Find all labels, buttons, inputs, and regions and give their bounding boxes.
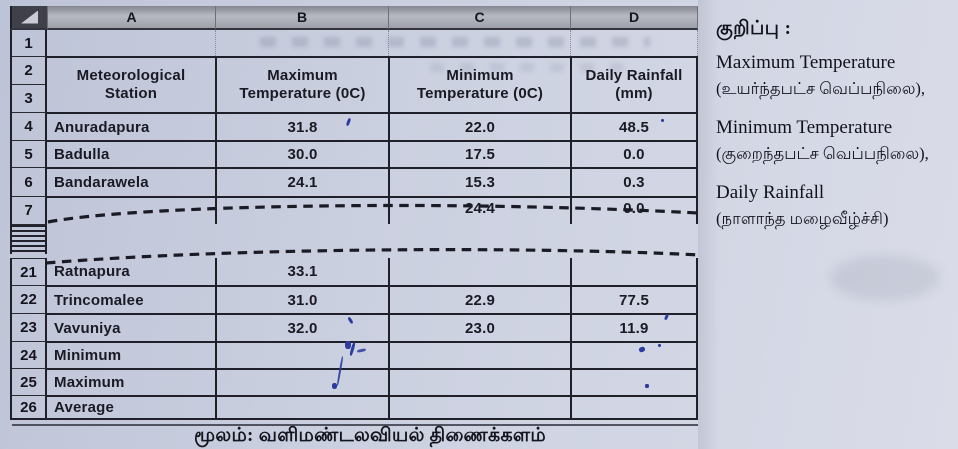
cell-max-anuradapura: 31.8	[215, 112, 388, 140]
row-number-1: 1	[10, 30, 47, 56]
cell-station-vavuniya: Vavuniya	[47, 313, 215, 341]
row-number-3: 3	[10, 84, 47, 112]
row-number-6: 6	[10, 167, 47, 196]
cell-max-ratnapura: 33.1	[215, 258, 388, 285]
row-number-24: 24	[10, 341, 47, 368]
cell-rain-anuradapura: 48.5	[570, 112, 698, 140]
note-max-tamil: (உயர்ந்தபட்ச வெப்பநிலை),	[716, 79, 926, 98]
cell-average-rain-empty	[570, 395, 698, 420]
select-all-triangle-icon	[21, 10, 38, 24]
cell-maximum-rain-empty	[570, 368, 698, 395]
table-bottom-rule	[12, 424, 698, 426]
row-number-26: 26	[10, 395, 47, 420]
cell-rain-trincomalee: 77.5	[570, 285, 698, 313]
column-header-a: A	[47, 6, 215, 30]
cell-station-anuradapura: Anuradapura	[47, 112, 215, 140]
header-rain-line1: Daily Rainfall	[585, 67, 683, 85]
empty-cell	[570, 30, 698, 56]
cell-max-vavuniya: 32.0	[215, 313, 388, 341]
cell-maximum-max-empty	[215, 368, 388, 395]
header-station-line1: Meteorological	[76, 67, 186, 85]
cell-min-row7-torn: 24.4	[388, 196, 570, 224]
note-rain-tamil: (நாளாந்த மழைவீழ்ச்சி)	[716, 209, 889, 228]
cell-min-bandarawela: 15.3	[388, 167, 570, 196]
header-min-line1: Minimum	[446, 67, 514, 85]
cell-min-ratnapura-torn	[388, 258, 570, 285]
legend-note: குறிப்பு : Maximum Temperature (உயர்ந்தப…	[716, 18, 956, 245]
cell-station-row7-torn	[47, 196, 215, 224]
row-number-7: 7	[10, 196, 47, 224]
cell-rain-row7-torn: 0.0	[570, 196, 698, 224]
note-rain-english: Daily Rainfall	[716, 182, 825, 203]
cell-label-minimum: Minimum	[47, 341, 215, 368]
row-number-25: 25	[10, 368, 47, 395]
row-number-23: 23	[10, 313, 47, 341]
cell-max-bandarawela: 24.1	[215, 167, 388, 196]
cell-rain-vavuniya: 11.9	[570, 313, 698, 341]
cell-rain-bandarawela: 0.3	[570, 167, 698, 196]
cell-minimum-rain-empty	[570, 341, 698, 368]
header-max-temp: Maximum Temperature (0C)	[215, 56, 388, 112]
empty-cell	[215, 30, 388, 56]
bleedthrough-smudge	[830, 255, 940, 301]
header-station: Meteorological Station	[47, 56, 215, 112]
note-min-tamil: (குறைந்தபட்ச வெப்பநிலை),	[716, 144, 929, 163]
cell-minimum-min-empty	[388, 341, 570, 368]
header-max-line2: Temperature (0C)	[239, 85, 366, 102]
header-max-line1: Maximum	[267, 67, 338, 85]
hidden-rows-hatch	[10, 224, 47, 254]
note-rainfall: Daily Rainfall (நாளாந்த மழைவீழ்ச்சி)	[716, 180, 956, 232]
row-number-5: 5	[10, 140, 47, 167]
cell-station-trincomalee: Trincomalee	[47, 285, 215, 313]
spreadsheet-table: A B C D 1 2 3 4 5 6 7 21 22 23 24 25 26 …	[10, 6, 698, 420]
cell-min-anuradapura: 22.0	[388, 112, 570, 140]
header-rain-line2: (mm)	[615, 85, 653, 102]
row-number-4: 4	[10, 112, 47, 140]
column-header-b: B	[215, 6, 388, 30]
header-station-line2: Station	[104, 85, 158, 102]
select-all-corner	[10, 6, 47, 30]
cell-max-badulla: 30.0	[215, 140, 388, 167]
cell-station-bandarawela: Bandarawela	[47, 167, 215, 196]
source-caption: மூலம்: வளிமண்டலவியல் திணைக்களம்	[194, 425, 546, 446]
cell-min-vavuniya: 23.0	[388, 313, 570, 341]
cell-rain-ratnapura-torn	[570, 258, 698, 285]
note-min-temp: Minimum Temperature (குறைந்தபட்ச வெப்பநி…	[716, 115, 956, 167]
column-header-d: D	[570, 6, 698, 30]
cell-label-maximum: Maximum	[47, 368, 215, 395]
row-number-2: 2	[10, 56, 47, 84]
cell-min-badulla: 17.5	[388, 140, 570, 167]
cell-station-badulla: Badulla	[47, 140, 215, 167]
row-number-21: 21	[10, 258, 47, 285]
note-heading: குறிப்பு :	[716, 18, 792, 39]
empty-cell	[388, 30, 570, 56]
header-min-temp: Minimum Temperature (0C)	[388, 56, 570, 112]
note-max-temp: Maximum Temperature (உயர்ந்தபட்ச வெப்பநி…	[716, 50, 956, 102]
cell-max-trincomalee: 31.0	[215, 285, 388, 313]
torn-gap	[47, 224, 698, 258]
note-min-english: Minimum Temperature	[716, 117, 893, 138]
cell-average-min-empty	[388, 395, 570, 420]
pen-dot-mark	[658, 344, 661, 347]
column-header-c: C	[388, 6, 570, 30]
pen-scribble	[345, 341, 351, 349]
pen-dot-mark	[645, 384, 649, 388]
cell-station-ratnapura: Ratnapura	[54, 263, 130, 280]
cell-max-row7-torn	[215, 196, 388, 224]
pen-dot-mark	[332, 383, 337, 389]
cell-minimum-max-empty	[215, 341, 388, 368]
pen-dot-mark	[661, 119, 664, 122]
page-fold-shade	[698, 0, 718, 449]
row-number-22: 22	[10, 285, 47, 313]
header-min-line2: Temperature (0C)	[416, 85, 544, 102]
header-rainfall: Daily Rainfall (mm)	[570, 56, 698, 112]
cell-min-trincomalee: 22.9	[388, 285, 570, 313]
cell-label-average: Average	[47, 395, 215, 420]
cell-maximum-min-empty	[388, 368, 570, 395]
note-max-english: Maximum Temperature	[716, 52, 896, 73]
cell-rain-badulla: 0.0	[570, 140, 698, 167]
empty-cell	[47, 30, 215, 56]
cell-average-max-empty	[215, 395, 388, 420]
